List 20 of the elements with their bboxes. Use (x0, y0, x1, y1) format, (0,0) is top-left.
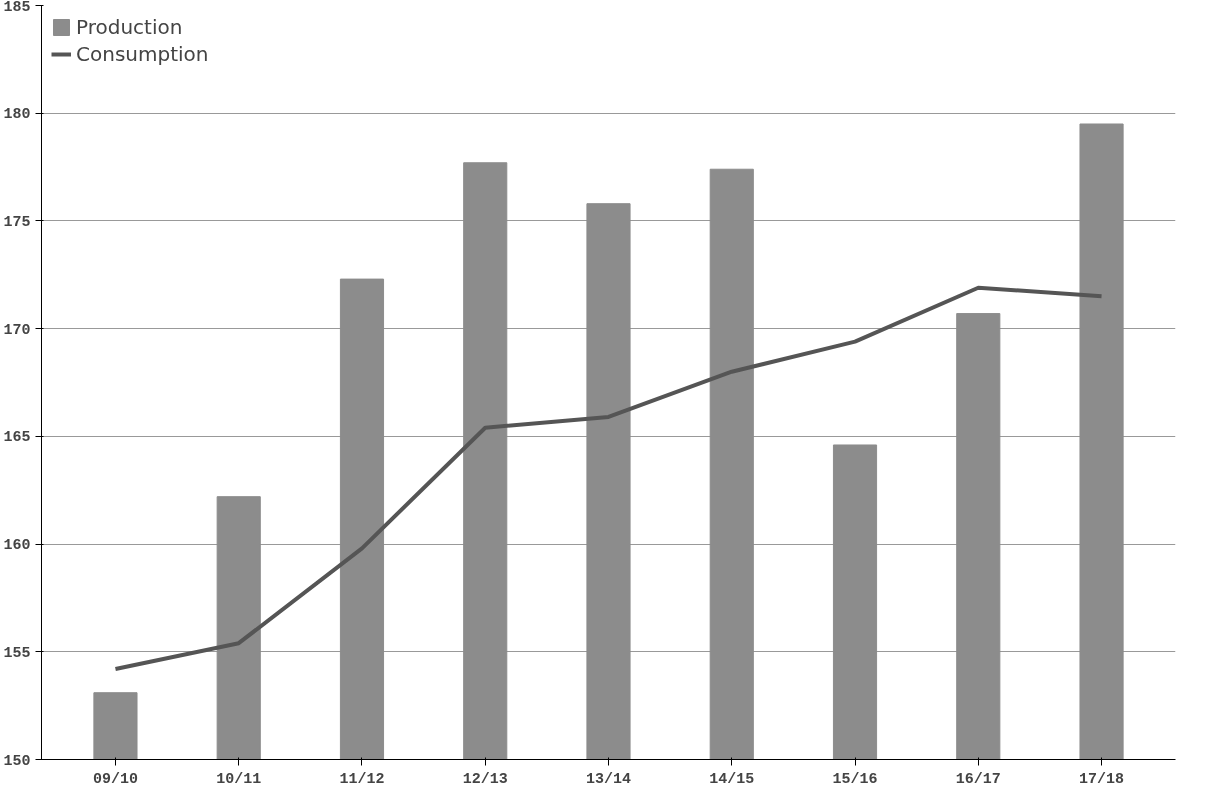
x-tick-label: 14/15 (709, 770, 755, 788)
x-tick-label: 11/12 (339, 770, 385, 788)
x-tick-label: 09/10 (92, 770, 138, 788)
y-tick-label: 160 (3, 537, 31, 555)
x-tick-label: 15/16 (832, 770, 878, 788)
legend-label: Production (76, 15, 183, 39)
x-tick-label: 12/13 (462, 770, 508, 788)
line-series (113, 285, 1104, 672)
y-tick-label: 155 (3, 644, 31, 662)
x-tick-label: 10/11 (216, 770, 262, 788)
y-tick-label: 180 (3, 106, 31, 124)
x-tick-label: 17/18 (1079, 770, 1125, 788)
x-tick-label: 13/14 (586, 770, 632, 788)
y-tick-label: 165 (3, 429, 31, 447)
legend-label: Consumption (76, 42, 209, 66)
x-tick-label: 16/17 (955, 770, 1001, 788)
y-tick-label: 150 (3, 752, 31, 770)
y-tick-label: 170 (3, 321, 31, 339)
y-tick-label: 175 (3, 213, 31, 231)
y-tick-label: 185 (3, 0, 31, 16)
